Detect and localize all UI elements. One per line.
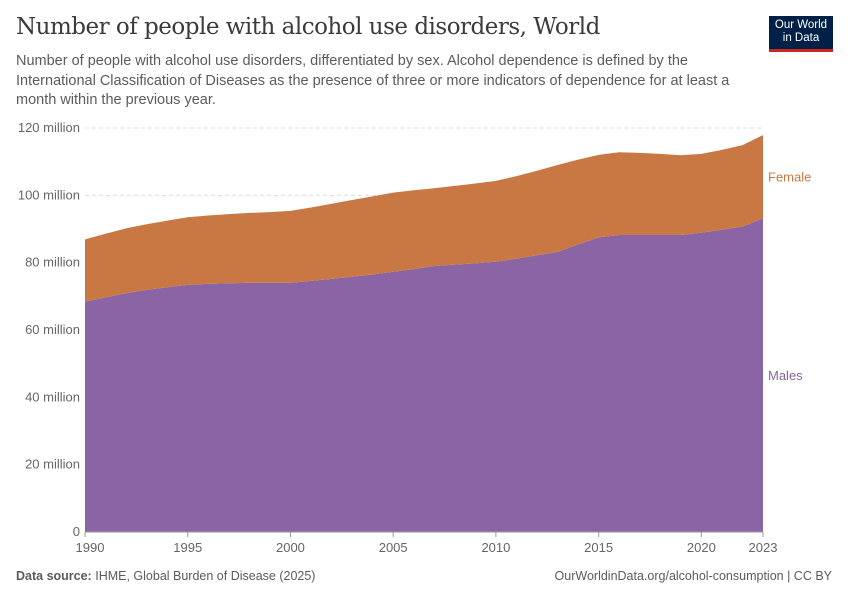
x-tick-label: 2005 — [379, 540, 408, 555]
source-text: IHME, Global Burden of Disease (2025) — [95, 569, 316, 583]
area-chart: 0 20 million 40 million 60 million 80 millio… — [18, 120, 812, 555]
owid-logo[interactable]: Our World in Data — [769, 16, 833, 52]
y-tick-label: 120 million — [18, 120, 80, 135]
y-tick-label: 40 million — [25, 389, 80, 404]
legend-label-female: Female — [768, 170, 811, 185]
area-males — [85, 218, 763, 532]
x-tick-label: 2000 — [276, 540, 305, 555]
credit-link[interactable]: OurWorldinData.org/alcohol-consumption |… — [554, 569, 832, 583]
x-tick-label: 2023 — [749, 540, 778, 555]
x-tick-label: 1990 — [76, 540, 105, 555]
chart-subtitle: Number of people with alcohol use disord… — [16, 53, 730, 108]
source-label: Data source: — [16, 569, 92, 583]
y-tick-label: 0 — [73, 524, 80, 539]
area-female — [85, 135, 763, 302]
y-tick-label: 20 million — [25, 457, 80, 472]
data-source: Data source: IHME, Global Burden of Dise… — [16, 569, 315, 583]
x-tick-label: 1995 — [173, 540, 202, 555]
chart-title: Number of people with alcohol use disord… — [16, 14, 600, 40]
x-tick-label: 2015 — [584, 540, 613, 555]
x-tick-label: 2020 — [687, 540, 716, 555]
y-tick-label: 100 million — [18, 187, 80, 202]
x-tick-label: 2010 — [481, 540, 510, 555]
y-tick-label: 60 million — [25, 322, 80, 337]
legend-label-males: Males — [768, 368, 803, 383]
y-tick-label: 80 million — [25, 255, 80, 270]
